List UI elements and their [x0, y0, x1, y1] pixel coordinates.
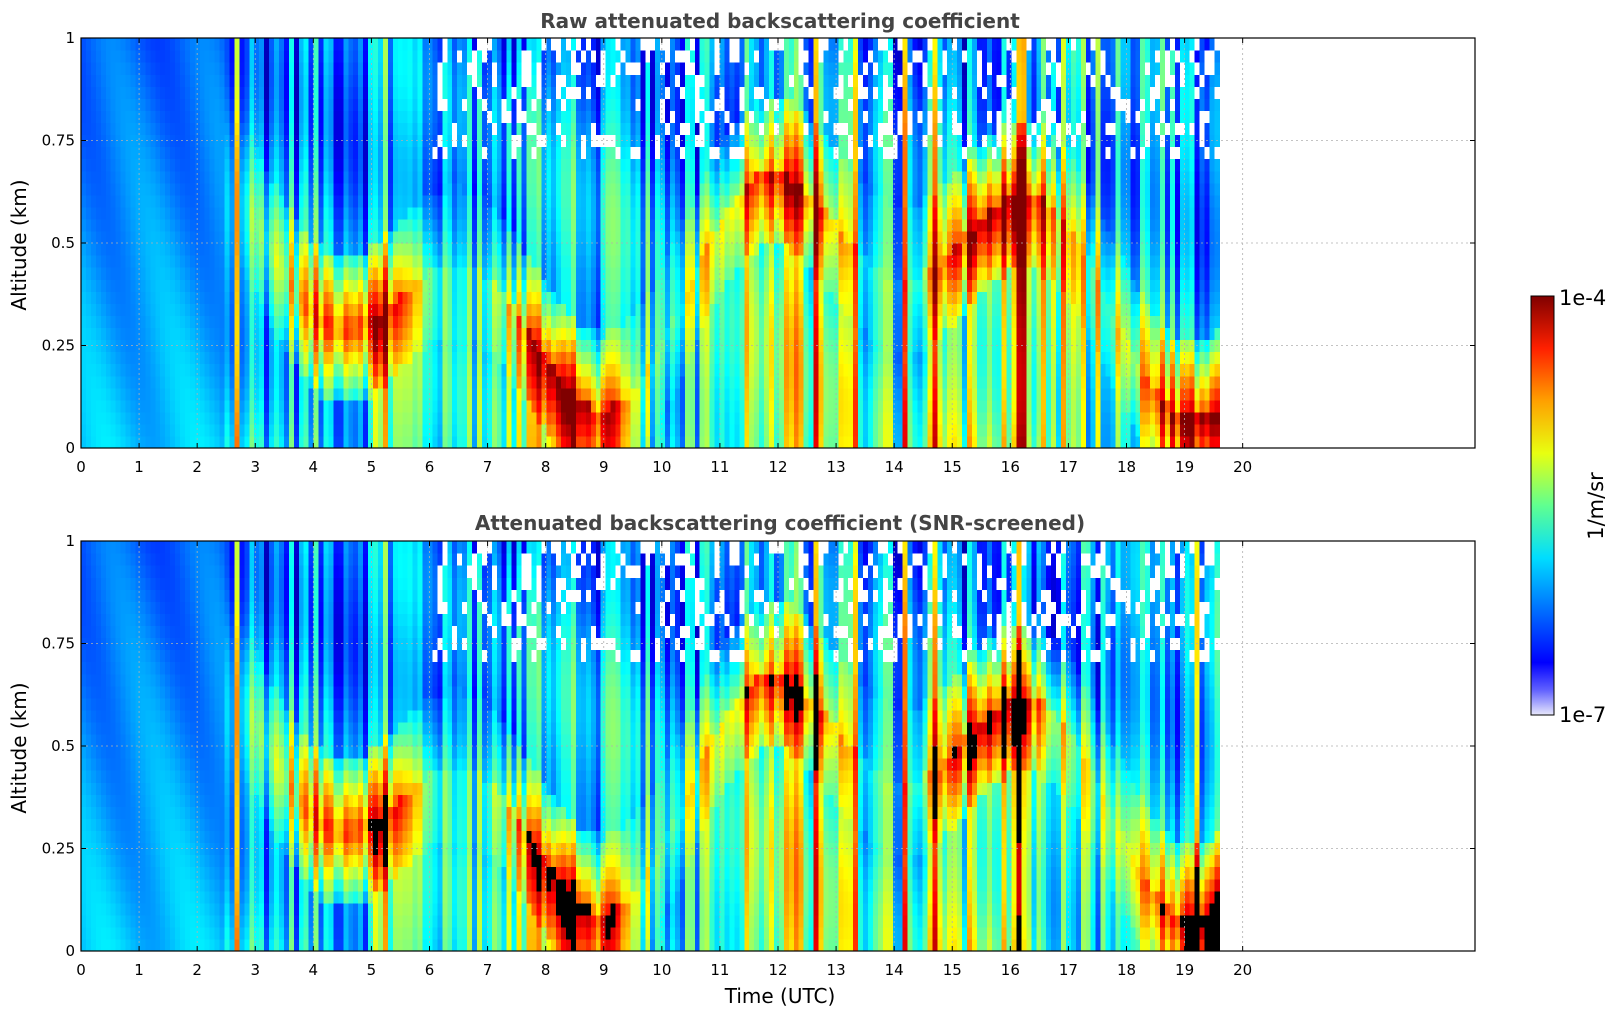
- y-tick-label: 0.25: [42, 337, 75, 355]
- x-tick-label: 3: [250, 458, 260, 476]
- x-axis-label: Time (UTC): [724, 984, 836, 1008]
- colorbar-min-label: 1e-7: [1559, 703, 1606, 727]
- x-tick-label: 16: [1001, 961, 1020, 979]
- x-tick-label: 17: [1059, 458, 1078, 476]
- x-tick-label: 0: [76, 961, 86, 979]
- x-tick-label: 12: [768, 961, 787, 979]
- x-tick-label: 11: [710, 961, 729, 979]
- x-tick-label: 18: [1117, 961, 1136, 979]
- x-tick-label: 9: [599, 961, 609, 979]
- x-tick-label: 1: [134, 961, 144, 979]
- x-tick-label: 19: [1175, 961, 1194, 979]
- y-tick-label: 0: [65, 942, 75, 960]
- x-tick-label: 7: [483, 458, 493, 476]
- x-tick-label: 9: [599, 458, 609, 476]
- x-tick-label: 5: [367, 961, 377, 979]
- screened-backscatter-panel: Attenuated backscattering coefficient (S…: [7, 511, 1476, 1008]
- x-axis: 0 1 2 3 4 5 6 7 8 9 10 11 12 13 14 15 16 17 18 19 20: [76, 38, 1252, 476]
- x-tick-label: 20: [1233, 961, 1252, 979]
- x-tick-label: 5: [367, 458, 377, 476]
- x-tick-label: 4: [309, 961, 319, 979]
- x-tick-label: 12: [768, 458, 787, 476]
- x-tick-label: 6: [425, 961, 435, 979]
- colorbar-scale: [1530, 295, 1555, 716]
- x-tick-label: 13: [827, 961, 846, 979]
- x-tick-label: 11: [710, 458, 729, 476]
- y-axis-label: Altitude (km): [7, 682, 31, 813]
- x-tick-label: 14: [885, 458, 904, 476]
- panel-title: Raw attenuated backscattering coefficien…: [540, 9, 1020, 33]
- colorbar: 1e-4 1e-7 1/m/sr: [1530, 286, 1608, 727]
- y-axis-label: Altitude (km): [7, 179, 31, 310]
- raw-backscatter-panel: Raw attenuated backscattering coefficien…: [7, 9, 1476, 476]
- y-tick-label: 0.75: [42, 635, 75, 653]
- x-tick-label: 8: [541, 961, 551, 979]
- x-tick-label: 2: [192, 458, 202, 476]
- x-tick-label: 10: [652, 961, 671, 979]
- x-tick-label: 6: [425, 458, 435, 476]
- y-axis: 0 0.25 0.5 0.75 1: [42, 29, 1475, 457]
- y-axis: 0 0.25 0.5 0.75 1: [42, 532, 1475, 960]
- x-tick-label: 15: [943, 458, 962, 476]
- x-tick-label: 20: [1233, 458, 1252, 476]
- y-tick-label: 1: [65, 532, 75, 550]
- x-tick-label: 2: [192, 961, 202, 979]
- x-tick-label: 4: [309, 458, 319, 476]
- x-tick-label: 7: [483, 961, 493, 979]
- x-tick-label: 16: [1001, 458, 1020, 476]
- colorbar-max-label: 1e-4: [1559, 286, 1606, 310]
- x-tick-label: 14: [885, 961, 904, 979]
- x-tick-label: 8: [541, 458, 551, 476]
- y-tick-label: 0.25: [42, 840, 75, 858]
- x-tick-label: 10: [652, 458, 671, 476]
- heatmap-image: [81, 38, 1475, 449]
- y-tick-label: 0: [65, 439, 75, 457]
- grid-lines: [81, 541, 1475, 951]
- colorbar-label: 1/m/sr: [1584, 472, 1608, 540]
- x-axis: 0 1 2 3 4 5 6 7 8 9 10 11 12 13 14 15 16 17 18 19 20: [76, 541, 1252, 979]
- x-tick-label: 17: [1059, 961, 1078, 979]
- grid-lines: [81, 38, 1475, 448]
- y-tick-label: 1: [65, 29, 75, 47]
- y-tick-label: 0.5: [51, 234, 75, 252]
- x-tick-label: 1: [134, 458, 144, 476]
- x-tick-label: 3: [250, 961, 260, 979]
- x-tick-label: 18: [1117, 458, 1136, 476]
- x-tick-label: 13: [827, 458, 846, 476]
- x-tick-label: 15: [943, 961, 962, 979]
- y-tick-label: 0.5: [51, 737, 75, 755]
- panel-title: Attenuated backscattering coefficient (S…: [475, 511, 1085, 535]
- x-tick-label: 19: [1175, 458, 1194, 476]
- y-tick-label: 0.75: [42, 132, 75, 150]
- x-tick-label: 0: [76, 458, 86, 476]
